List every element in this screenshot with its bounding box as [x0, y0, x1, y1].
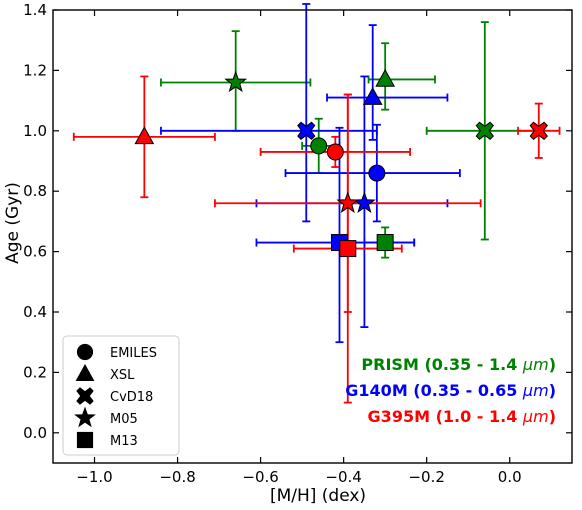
legend-marker-cvd18: [76, 387, 94, 405]
annotation-unit: μm: [522, 407, 549, 426]
legend-marker-xsl: [75, 363, 95, 381]
point-prism-cvd18: [475, 121, 494, 140]
annotation-text: G395M (1.0 - 1.4: [368, 407, 523, 426]
point-g140m-xsl: [362, 87, 383, 105]
annotation-text: PRISM (0.35 - 1.4: [361, 355, 523, 374]
point-g395m-m05: [336, 191, 360, 213]
y-tick-label: 0.8: [23, 182, 47, 200]
y-tick-label: 0.4: [23, 303, 47, 321]
data-markers: [134, 68, 548, 258]
legend-marker-m13: [76, 431, 94, 449]
point-g395m-xsl: [134, 126, 155, 145]
plot-frame: [52, 9, 573, 464]
annotation-close: ): [549, 355, 556, 374]
x-tick-label: −0.4: [325, 468, 361, 486]
point-prism-emiles: [310, 137, 328, 155]
instrument-annotations: PRISM (0.35 - 1.4 μm)G140M (0.35 - 0.65 …: [345, 355, 556, 426]
y-tick-label: 1.2: [23, 61, 47, 79]
point-prism-xsl: [375, 68, 396, 87]
legend-label-m05: M05: [110, 412, 138, 427]
y-tick-label: 0.6: [23, 243, 47, 261]
annotation-close: ): [549, 381, 556, 400]
y-tick-label: 0.0: [23, 424, 47, 442]
point-prism-m05: [224, 70, 248, 93]
y-axis-label: Age (Gyr): [3, 182, 23, 264]
x-axis-label: [M/H] (dex): [270, 486, 366, 506]
legend-marker-m05: [74, 406, 96, 428]
point-g140m-cvd18: [297, 121, 316, 140]
legend-label-cvd18: CvD18: [110, 390, 153, 405]
legend-label-xsl: XSL: [110, 368, 135, 383]
point-g395m-m13: [339, 240, 357, 258]
errorbar-g140m-cvd18: [160, 3, 378, 223]
x-tick-label: −0.8: [159, 468, 195, 486]
annotation-prism: PRISM (0.35 - 1.4 μm): [361, 355, 556, 374]
annotation-text: G140M (0.35 - 0.65: [345, 381, 523, 400]
y-tick-label: 1.0: [23, 122, 47, 140]
legend-marker-emiles: [76, 343, 94, 361]
annotation-close: ): [549, 407, 556, 426]
x-tick-label: −1.0: [76, 468, 112, 486]
annotation-unit: μm: [522, 355, 549, 374]
point-g395m-emiles: [326, 143, 344, 161]
y-tick-label: 1.4: [23, 1, 47, 19]
legend-box: [62, 335, 180, 456]
axis-ticks: −1.0 −0.8 −0.6 −0.4 −0.2 0.0 0.0 0.2 0.4 0.6 0.8 1.…: [23, 1, 572, 486]
legend-label-emiles: EMILES: [110, 346, 157, 361]
x-tick-label: −0.6: [242, 468, 278, 486]
point-prism-m13: [376, 234, 394, 252]
annotation-g395m: G395M (1.0 - 1.4 μm): [368, 407, 556, 426]
point-g395m-cvd18: [529, 121, 548, 140]
x-tick-label: 0.0: [498, 468, 522, 486]
x-tick-label: −0.2: [408, 468, 444, 486]
legend-label-m13: M13: [110, 434, 138, 449]
annotation-g140m: G140M (0.35 - 0.65 μm): [345, 381, 556, 400]
y-tick-label: 0.2: [23, 363, 47, 381]
legend: EMILES XSL CvD18 M05 M13: [62, 335, 180, 456]
point-g140m-emiles: [368, 164, 386, 182]
annotation-unit: μm: [522, 381, 549, 400]
